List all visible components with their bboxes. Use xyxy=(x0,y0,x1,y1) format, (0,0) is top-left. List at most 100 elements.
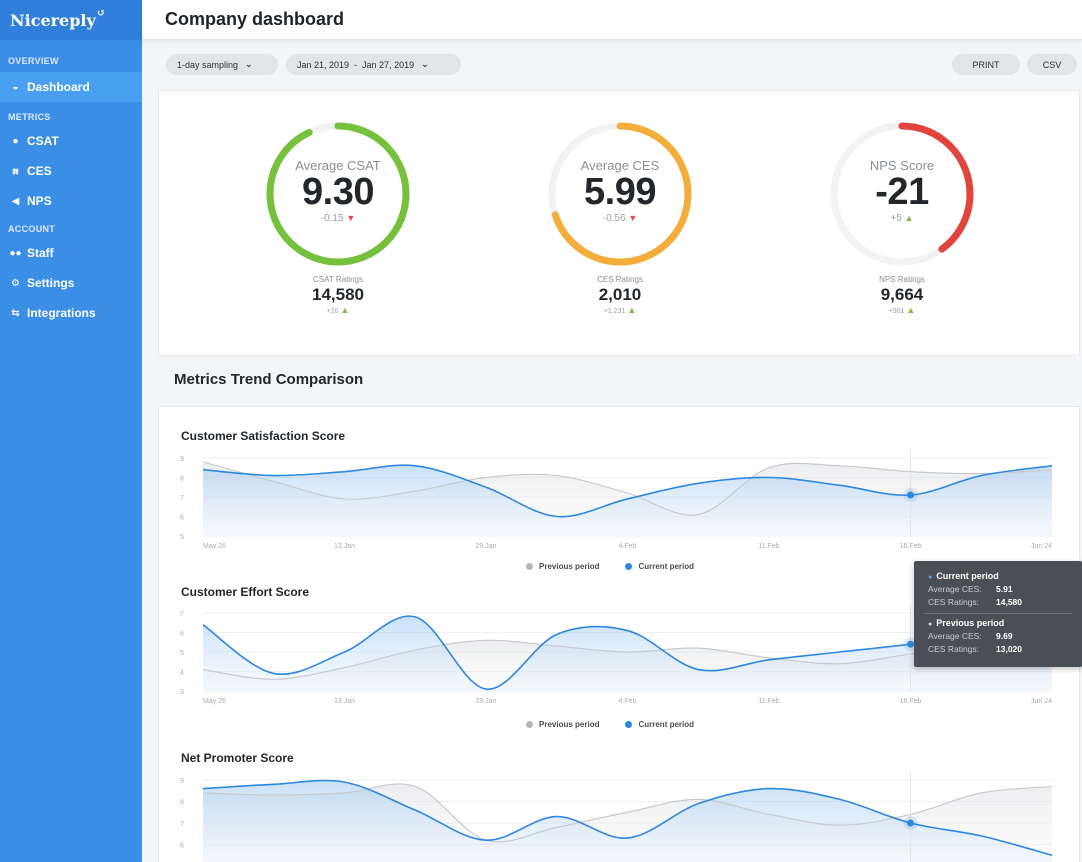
ratings-delta: +20 ▲ xyxy=(326,305,350,315)
sidebar-item-nps[interactable]: ◀ NPS xyxy=(0,186,142,216)
top-header: Company dashboard xyxy=(142,0,1082,40)
current-area xyxy=(203,465,1052,536)
date-range-dropdown[interactable]: Jan 21, 2019 - Jan 27, 2019 ⌄ xyxy=(286,54,461,75)
sidebar-section-metrics: METRICS xyxy=(8,112,51,122)
chart-title-nps: Net Promoter Score xyxy=(181,751,294,765)
print-button[interactable]: PRINT xyxy=(952,54,1020,75)
x-tick-label: 11.Feb xyxy=(758,698,779,705)
hover-point xyxy=(907,491,914,499)
sampling-label: 1-day sampling xyxy=(177,59,239,70)
csv-label: CSV xyxy=(1042,59,1062,70)
sidebar-section-account: ACCOUNT xyxy=(8,224,56,234)
sidebar-item-dashboard[interactable]: ◒ Dashboard xyxy=(0,72,142,102)
tooltip-divider xyxy=(924,613,1072,614)
print-label: PRINT xyxy=(972,59,1000,70)
ratings-label: CES Ratings xyxy=(597,275,643,284)
x-tick-label: 4.Feb xyxy=(619,543,637,550)
chart-legend: Previous period Current period xyxy=(526,720,694,729)
kpi-value: -21 xyxy=(875,171,929,213)
legend-current-label: Current period xyxy=(638,562,695,571)
kpi-label: Average CSAT xyxy=(295,158,381,173)
x-tick-label: May 26 xyxy=(203,698,226,705)
y-tick-label: 5 xyxy=(180,650,184,657)
legend-previous-dot xyxy=(526,563,533,570)
kpi-nps: NPS Score -21 +5 ▲ NPS Ratings 9,664 +90… xyxy=(797,119,1007,315)
x-tick-label: Jun 24 xyxy=(1031,698,1052,705)
kpi-label: Average CES xyxy=(580,158,660,173)
brand-logo[interactable]: Nicereply ↺ xyxy=(0,0,142,40)
hover-point xyxy=(907,819,914,827)
hover-point xyxy=(907,640,914,648)
y-tick-label: 8 xyxy=(180,800,184,807)
legend-previous-label: Previous period xyxy=(539,562,600,571)
sidebar-item-ces[interactable]: ⩎ CES xyxy=(0,156,142,186)
chart-legend: Previous period Current period xyxy=(526,562,694,571)
brand-name: Nicereply xyxy=(10,10,96,30)
trend-down-icon: ▼ xyxy=(346,213,356,223)
tooltip-current-avg: Average CES: 5.91 xyxy=(928,584,1013,594)
dashboard-icon: ◒ xyxy=(12,81,19,93)
trend-up-icon: ▲ xyxy=(340,305,350,315)
ces-icon: ⩎ xyxy=(12,165,19,177)
ces-trend-chart[interactable]: 7 6 5 4 3 May 26 13.Jan 29.Jan 4.Feb 11.Feb 16.Feb… xyxy=(172,605,1062,711)
trend-down-icon: ▼ xyxy=(628,213,638,223)
page-title: Company dashboard xyxy=(165,9,345,29)
y-tick-label: 7 xyxy=(180,611,184,618)
ratings-delta: +1,231 ▲ xyxy=(603,305,637,315)
chevron-down-icon: ⌄ xyxy=(421,59,429,69)
ces-gauge xyxy=(548,122,692,266)
sidebar-item-integrations[interactable]: ⇆ Integrations xyxy=(0,298,142,328)
legend-current-dot xyxy=(625,563,633,570)
sidebar-item-staff[interactable]: ●● Staff xyxy=(0,238,142,268)
x-tick-label: 13.Jan xyxy=(334,543,355,550)
legend-previous-label: Previous period xyxy=(539,720,600,729)
kpi-delta: -0.15 ▼ xyxy=(320,213,356,224)
sidebar-item-csat[interactable]: ● CSAT xyxy=(0,126,142,156)
kpi-delta: -0.56 ▼ xyxy=(602,213,638,224)
y-tick-label: 5 xyxy=(180,534,184,541)
trend-section-title: Metrics Trend Comparison xyxy=(174,371,364,388)
tooltip-current-ratings: CES Ratings: 14,580 xyxy=(928,597,1022,607)
csat-trend-chart[interactable]: 9 8 7 6 5 May 26 13.Jan 29.Jan 4.Feb 11.Feb 16.Feb… xyxy=(172,450,1062,556)
x-tick-label: Jun 24 xyxy=(1031,543,1052,550)
ratings-label: CSAT Ratings xyxy=(313,275,363,284)
ratings-value: 2,010 xyxy=(598,285,642,304)
trend-up-icon: ▲ xyxy=(627,305,637,315)
previous-dot-icon: ● xyxy=(928,621,933,628)
gears-icon: ⚙ xyxy=(11,277,20,289)
tooltip-previous-avg: Average CES: 9.69 xyxy=(928,631,1013,641)
tooltip-previous-ratings: CES Ratings: 13,020 xyxy=(928,644,1022,654)
sidebar-item-settings[interactable]: ⚙ Settings xyxy=(0,268,142,298)
x-tick-label: 13.Jan xyxy=(334,698,355,705)
current-area xyxy=(203,780,1052,862)
kpi-label: NPS Score xyxy=(869,158,935,173)
csat-gauge xyxy=(266,122,410,266)
logo-swoosh-icon: ↺ xyxy=(96,7,106,19)
chat-bubble-icon: ● xyxy=(12,135,19,147)
sampling-dropdown[interactable]: 1-day sampling ⌄ xyxy=(166,54,278,75)
trend-up-icon: ▲ xyxy=(904,213,914,223)
y-tick-label: 6 xyxy=(180,843,184,850)
x-tick-label: 29.Jan xyxy=(475,698,496,705)
kpi-ces: Average CES 5.99 -0.56 ▼ CES Ratings 2,0… xyxy=(515,119,725,315)
sidebar-item-label: Integrations xyxy=(27,306,96,320)
csv-button[interactable]: CSV xyxy=(1027,54,1077,75)
nps-gauge xyxy=(830,122,974,266)
kpi-value: 5.99 xyxy=(584,171,656,213)
y-tick-label: 6 xyxy=(180,515,184,522)
ratings-value: 14,580 xyxy=(312,285,364,304)
y-tick-label: 9 xyxy=(180,778,184,785)
legend-previous-dot xyxy=(526,721,533,728)
ratings-label: NPS Ratings xyxy=(879,275,925,284)
sidebar: Nicereply ↺ OVERVIEW ◒ Dashboard METRICS … xyxy=(0,0,142,862)
toolbar: 1-day sampling ⌄ Jan 21, 2019 - Jan 27, … xyxy=(166,54,1078,76)
x-tick-label: May 26 xyxy=(203,543,226,550)
current-area xyxy=(203,616,1052,691)
y-tick-label: 8 xyxy=(180,476,184,483)
legend-current-label: Current period xyxy=(638,720,695,729)
x-tick-label: 29.Jan xyxy=(475,543,496,550)
kpi-csat: Average CSAT 9.30 -0.15 ▼ CSAT Ratings 1… xyxy=(233,119,443,315)
y-tick-label: 9 xyxy=(180,456,184,463)
kpi-card: Average CSAT 9.30 -0.15 ▼ CSAT Ratings 1… xyxy=(158,90,1080,356)
